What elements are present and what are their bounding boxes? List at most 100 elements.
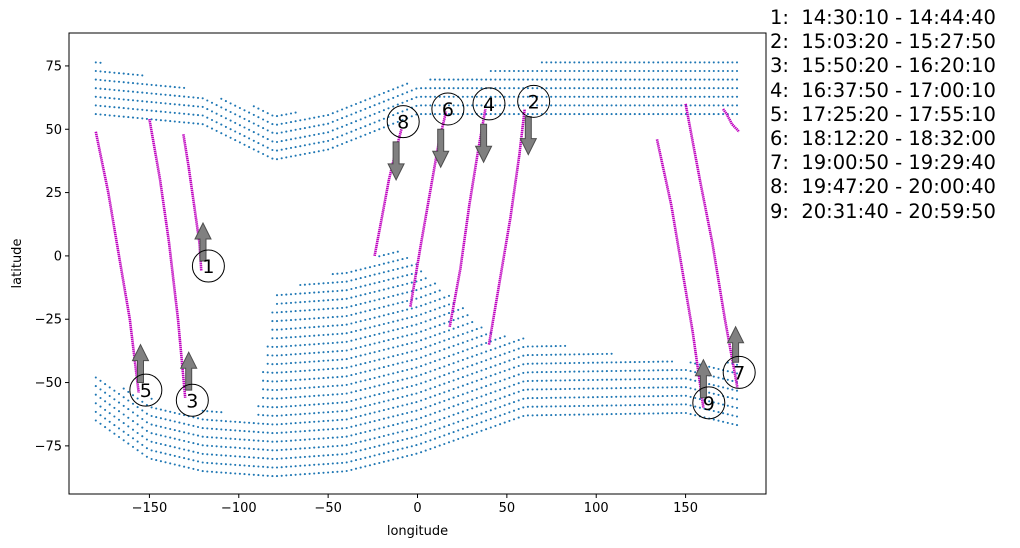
data-point (689, 413, 692, 416)
data-point (373, 308, 376, 311)
data-point (638, 69, 641, 73)
data-point (368, 412, 372, 415)
data-point (215, 112, 218, 115)
data-point (443, 391, 446, 394)
data-point (475, 405, 478, 408)
data-point (392, 398, 395, 401)
data-point (517, 69, 520, 73)
data-point (406, 99, 409, 102)
data-point (564, 353, 567, 356)
data-point (396, 328, 399, 331)
data-point (545, 345, 548, 348)
data-point (229, 102, 232, 105)
data-point (410, 324, 413, 327)
data-point (424, 397, 427, 400)
data-point (564, 113, 567, 116)
data-point (183, 457, 186, 460)
data-point (410, 436, 413, 439)
data-point (327, 281, 330, 285)
data-point (341, 142, 344, 146)
data-point (159, 93, 162, 96)
data-point (220, 123, 223, 126)
data-point (308, 429, 311, 432)
data-point (382, 452, 385, 455)
data-point (433, 411, 437, 414)
data-point (368, 123, 372, 126)
data-point (726, 404, 729, 407)
data-point (536, 113, 539, 116)
data-point (271, 123, 274, 126)
data-point (368, 343, 372, 346)
data-point (382, 305, 385, 308)
data-point (629, 113, 632, 116)
data-point (331, 376, 334, 379)
direction-arrow (387, 141, 405, 182)
data-point (712, 384, 715, 387)
data-point (717, 393, 720, 396)
data-point (540, 95, 543, 98)
data-point (461, 78, 464, 81)
data-point (113, 114, 116, 117)
data-point (220, 445, 223, 448)
data-point (433, 446, 437, 449)
data-point (354, 347, 358, 350)
data-point (289, 301, 293, 304)
data-point (433, 394, 437, 397)
y-tick-label: 75 (45, 59, 62, 74)
data-point (392, 294, 395, 297)
data-point (275, 345, 279, 348)
data-point (122, 115, 125, 118)
data-point (582, 69, 585, 73)
data-point (670, 104, 674, 107)
data-point (257, 474, 260, 477)
data-point (350, 425, 353, 428)
data-point (285, 439, 288, 443)
data-point (512, 113, 516, 116)
data-point (206, 436, 209, 439)
data-point (322, 445, 325, 449)
data-point (517, 416, 520, 419)
data-point (117, 97, 121, 101)
data-point (410, 307, 413, 310)
data-point (280, 362, 283, 365)
data-point (248, 120, 251, 123)
data-point (341, 272, 344, 275)
data-point (308, 360, 311, 363)
data-point (373, 351, 376, 354)
data-point (99, 405, 102, 408)
data-point (540, 345, 543, 348)
data-point (271, 131, 274, 134)
data-point (452, 87, 455, 90)
data-point (471, 338, 474, 341)
data-point (401, 447, 404, 450)
data-point (485, 78, 488, 81)
data-point (438, 401, 441, 404)
data-point (275, 457, 279, 460)
data-point (420, 451, 423, 454)
data-point (289, 112, 293, 115)
data-point (243, 438, 246, 441)
data-point (317, 446, 320, 449)
data-point (452, 113, 455, 116)
data-point (503, 95, 506, 98)
data-point (164, 110, 167, 114)
data-point (368, 106, 372, 109)
data-point (257, 456, 260, 459)
data-point (475, 336, 478, 339)
data-point (485, 410, 488, 413)
data-point (266, 397, 269, 400)
data-point (466, 400, 469, 403)
data-point (387, 347, 390, 350)
data-point (359, 371, 362, 374)
data-point (350, 460, 353, 463)
data-point (113, 424, 116, 427)
data-point (624, 104, 627, 107)
data-point (670, 412, 674, 415)
data-point (127, 107, 130, 110)
data-point (354, 120, 358, 123)
data-point (480, 395, 483, 398)
data-point (573, 405, 576, 408)
data-point (550, 104, 553, 107)
data-point (341, 134, 344, 137)
